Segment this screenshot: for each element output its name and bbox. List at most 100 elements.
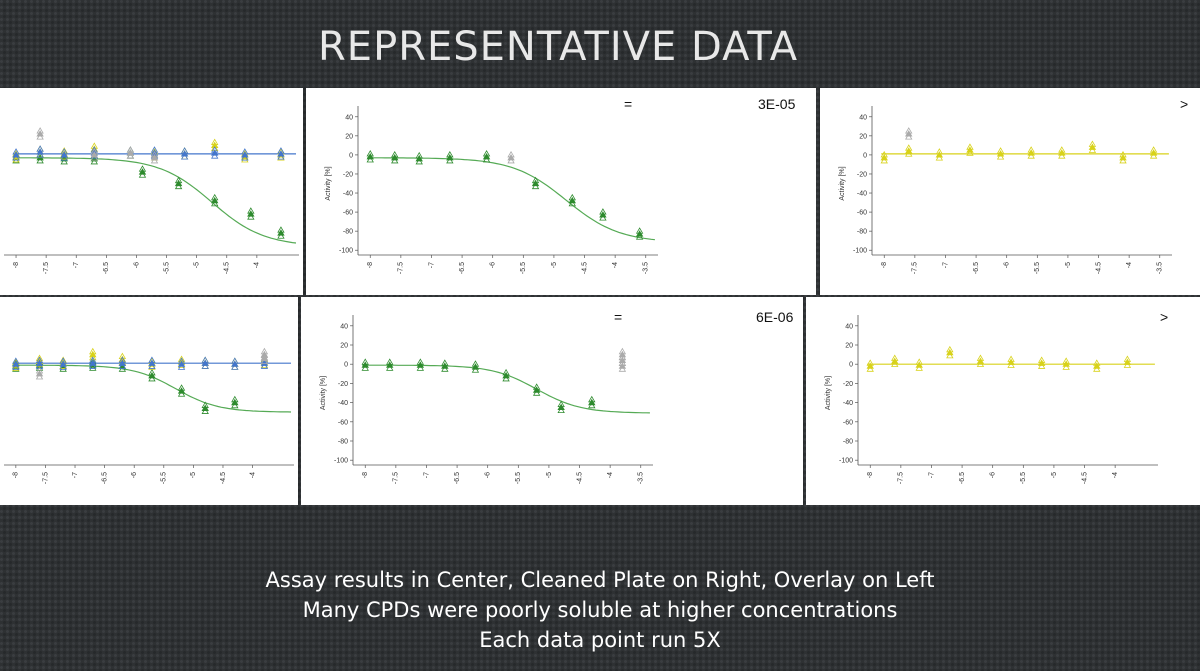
caption-line-2: Many CPDs were poorly soluble at higher … — [302, 598, 898, 622]
caption-line-1: Assay results in Center, Cleaned Plate o… — [265, 568, 935, 592]
x-tick-label: -8 — [13, 262, 20, 268]
data-point — [260, 357, 269, 365]
data-point — [241, 148, 249, 155]
data-point — [148, 368, 156, 376]
x-tick-label: -4 — [1112, 472, 1119, 478]
y-tick-label: 20 — [340, 343, 348, 350]
data-point — [618, 365, 627, 372]
x-tick-label: -4 — [254, 262, 261, 268]
data-point — [174, 176, 183, 184]
data-point — [89, 356, 97, 363]
chart-panel-row1-left: -8 -7.5 -7 -6.5 -6 -5.5 -5 -4.5 -4 — [0, 88, 303, 295]
data-point — [118, 352, 127, 359]
y-axis-label: Activity [%] — [839, 166, 846, 200]
data-point — [1027, 152, 1035, 159]
y-tick-label: -80 — [857, 229, 867, 236]
x-tick-label: -7 — [423, 472, 430, 478]
data-point — [1149, 152, 1158, 159]
y-tick-label: 20 — [845, 343, 853, 350]
y-tick-label: -40 — [338, 400, 348, 407]
data-point — [118, 362, 127, 369]
data-point — [1088, 140, 1097, 147]
x-tick-label: -7.5 — [398, 262, 405, 274]
x-tick-label: -3.5 — [643, 262, 650, 274]
data-point — [599, 214, 607, 221]
data-point — [211, 146, 219, 153]
data-point — [12, 156, 20, 163]
y-tick-label: -60 — [338, 419, 348, 426]
data-point — [60, 154, 68, 161]
data-point — [361, 358, 369, 365]
data-point — [557, 400, 565, 407]
data-point — [507, 150, 515, 158]
data-point — [1007, 361, 1015, 368]
x-tick-label: -5 — [1065, 262, 1072, 268]
x-tick-label: -7.5 — [898, 472, 905, 484]
x-tick-label: -7.5 — [393, 472, 400, 484]
x-tick-label: -6 — [131, 472, 138, 478]
data-point — [277, 154, 285, 161]
data-point — [935, 148, 944, 155]
data-point — [35, 356, 44, 363]
data-point — [36, 133, 44, 140]
data-point — [880, 156, 888, 164]
data-point — [441, 365, 449, 372]
x-tick-label: -7 — [72, 472, 79, 478]
data-point — [148, 363, 156, 370]
data-point — [946, 351, 954, 359]
data-point — [12, 363, 20, 370]
chart-r1-left: -8 -7.5 -7 -6.5 -6 -5.5 -5 -4.5 -4 — [4, 127, 299, 274]
data-point — [89, 362, 97, 369]
data-point — [201, 407, 209, 414]
x-tick-label: -4 — [1126, 262, 1133, 268]
data-point — [416, 364, 425, 371]
data-point — [277, 153, 285, 160]
data-point — [126, 146, 135, 153]
fit-curve — [367, 157, 655, 241]
row1-relation: = — [624, 96, 633, 112]
x-tick-label: -7.5 — [42, 472, 49, 484]
data-point — [635, 233, 644, 240]
x-tick-label: -4.5 — [1095, 262, 1102, 274]
data-point — [415, 151, 423, 159]
data-point — [905, 133, 913, 140]
y-tick-label: -100 — [853, 248, 867, 255]
y-tick-label: -20 — [343, 171, 353, 178]
x-tick-label: -5 — [1051, 472, 1058, 478]
y-tick-label: 20 — [859, 133, 867, 140]
data-point — [90, 148, 98, 155]
x-tick-label: -8 — [867, 472, 874, 478]
data-point — [12, 148, 20, 155]
row1-value: 3E-05 — [758, 96, 796, 112]
data-point — [915, 358, 923, 365]
x-tick-label: -7.5 — [912, 262, 919, 274]
x-tick-label: -3.5 — [638, 472, 645, 484]
x-tick-label: -4 — [607, 472, 614, 478]
data-point — [507, 156, 515, 164]
x-tick-label: -6 — [490, 262, 497, 268]
data-point — [211, 199, 219, 207]
y-tick-label: -40 — [843, 400, 853, 407]
y-tick-label: 20 — [345, 133, 353, 140]
fit-curve — [13, 157, 297, 244]
data-point — [588, 401, 596, 409]
data-point — [211, 138, 219, 145]
data-point — [260, 362, 269, 369]
data-point — [36, 127, 44, 134]
data-point — [531, 176, 540, 184]
x-tick-label: -5.5 — [515, 472, 522, 484]
x-tick-label: -6 — [1004, 262, 1011, 268]
data-point — [568, 199, 576, 207]
data-point — [148, 356, 156, 363]
data-point — [391, 150, 399, 158]
x-tick-label: -6.5 — [459, 262, 466, 274]
x-tick-label: -3.5 — [1157, 262, 1164, 274]
y-tick-label: 40 — [340, 323, 348, 330]
y-tick-label: 0 — [849, 362, 853, 369]
data-point — [277, 232, 285, 239]
data-point — [118, 356, 127, 363]
row2-relation: = — [614, 309, 623, 325]
data-point — [35, 366, 44, 374]
x-tick-label: -5 — [190, 472, 197, 478]
data-point — [260, 347, 269, 355]
